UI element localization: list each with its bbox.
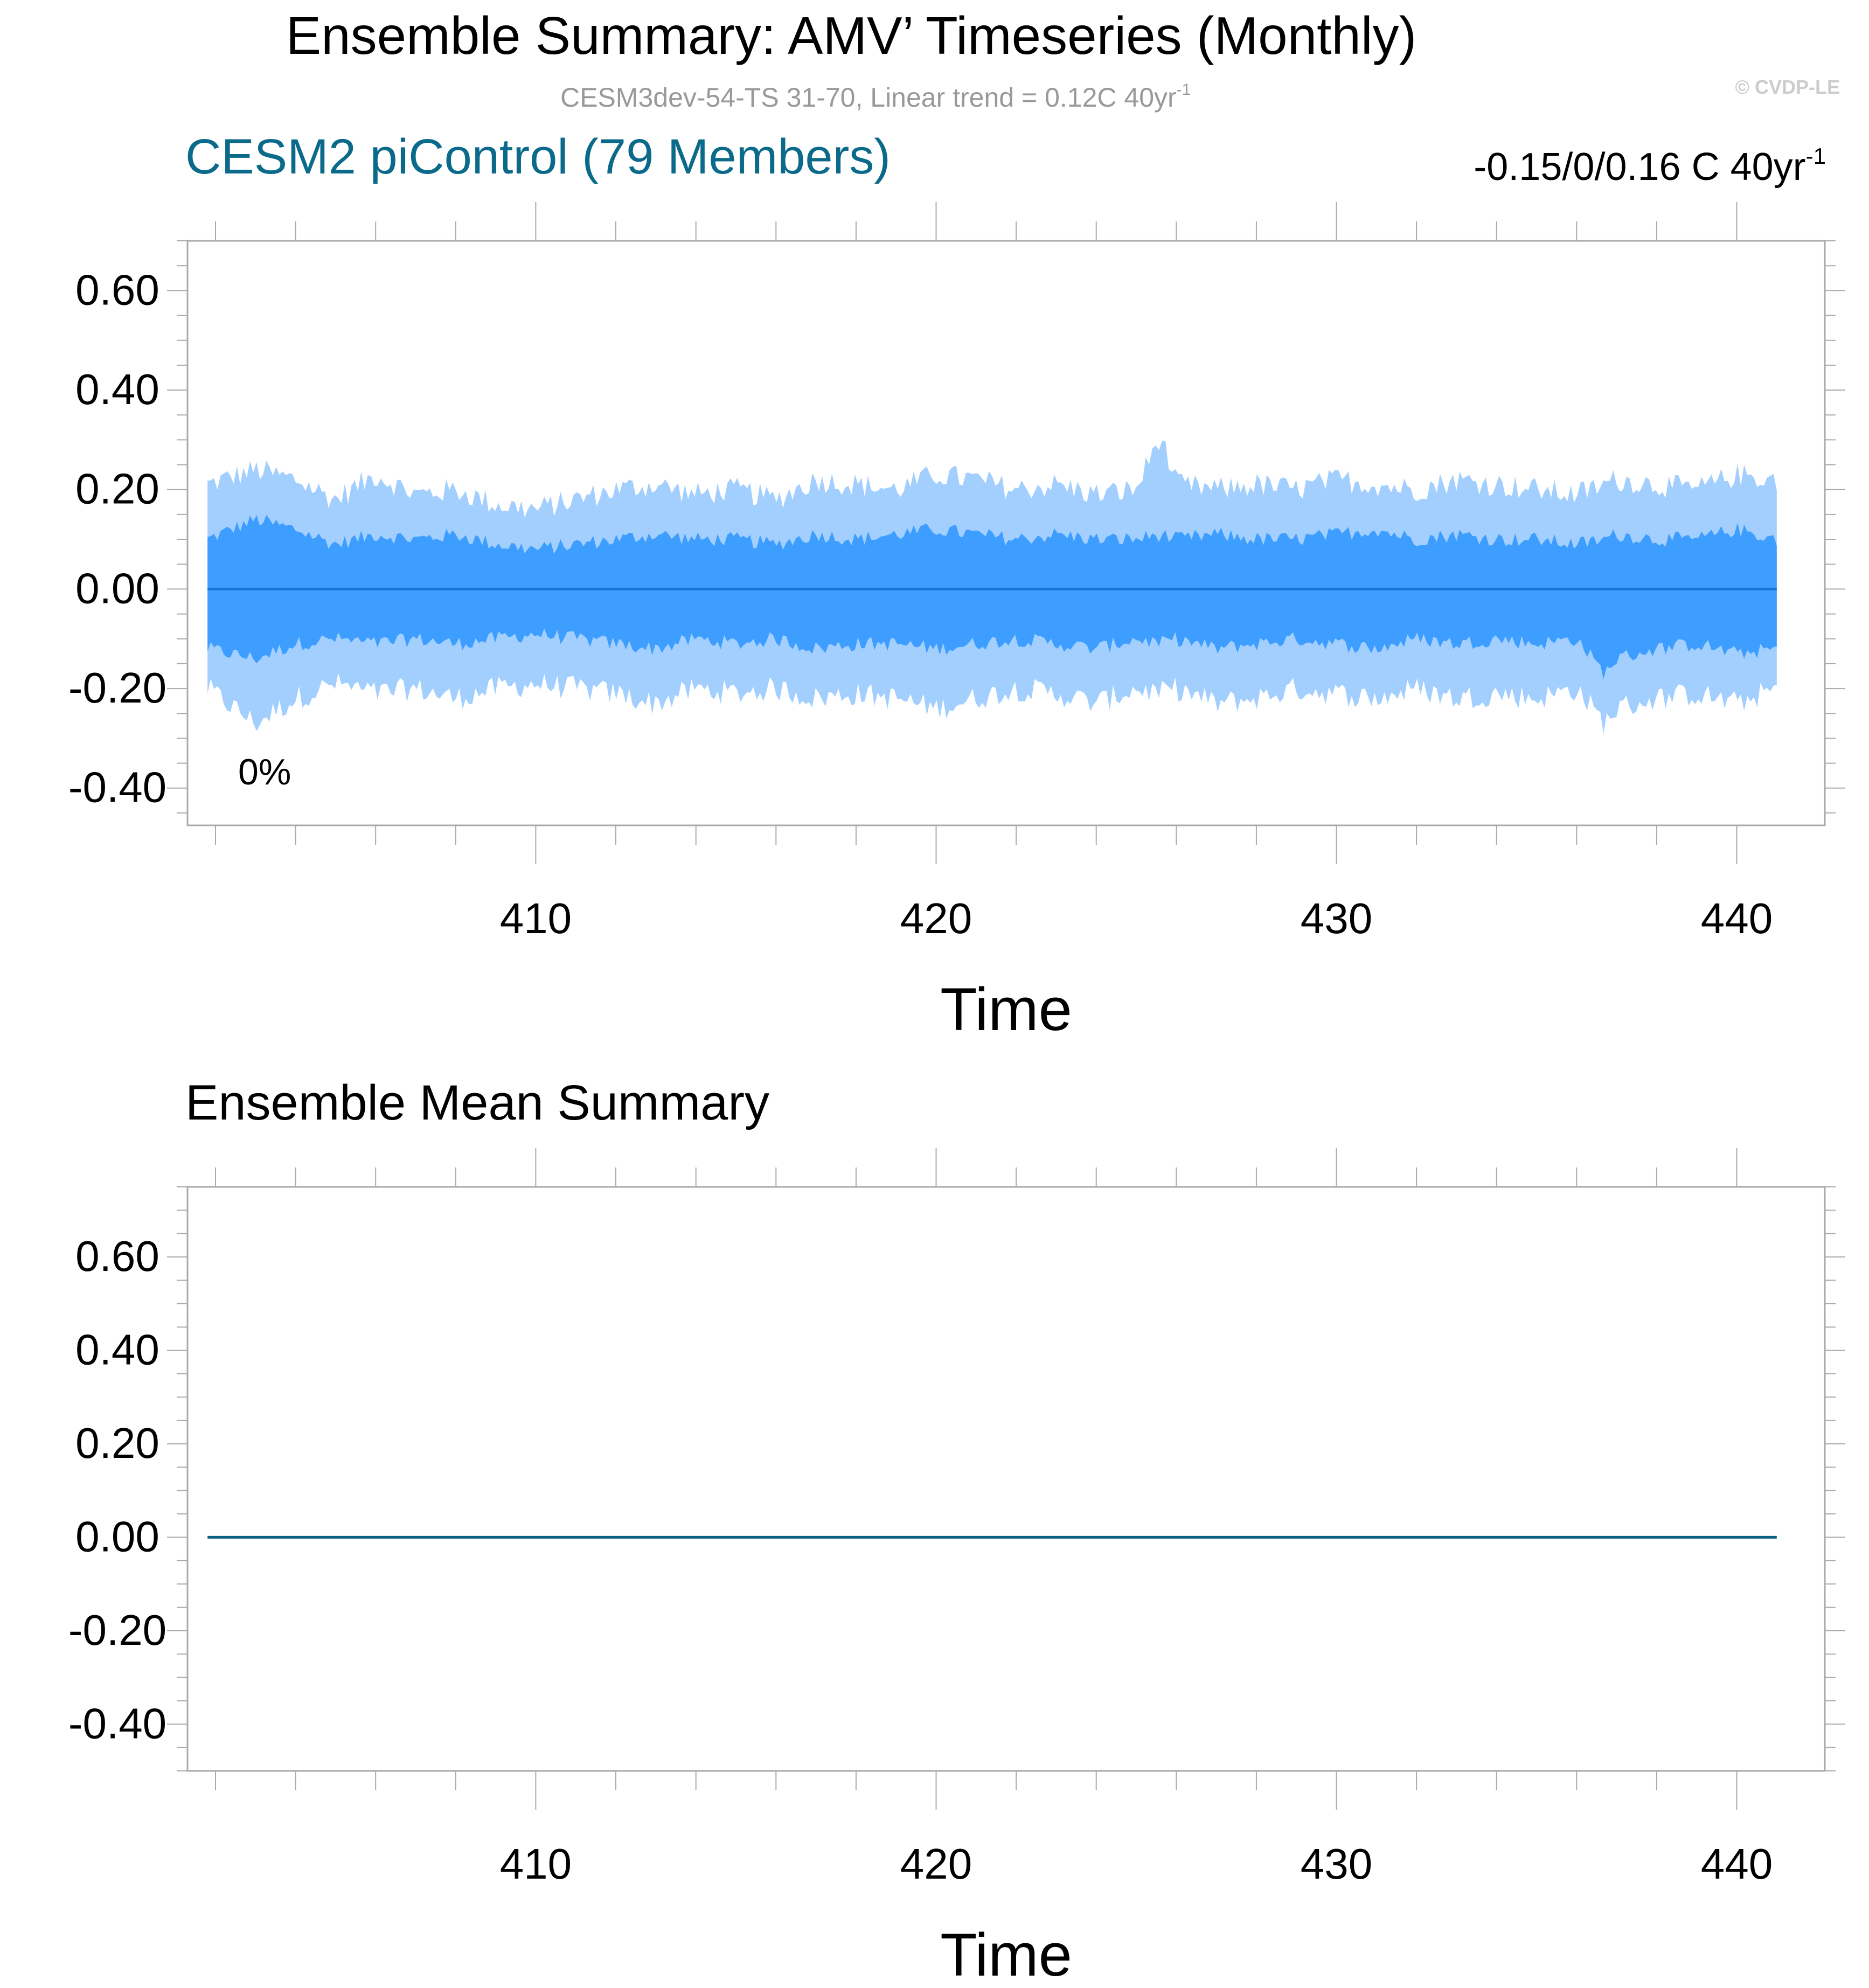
chart-0-trend-text: -0.15/0/0.16 C 40yr [1474,145,1805,189]
figure-subtitle-text: CESM3dev-54-TS 31-70, Linear trend = 0.1… [560,82,1177,113]
figure-header: Ensemble Summary: AMV’ Timeseries (Month… [286,6,1840,113]
chart-1-frame [186,1186,1826,1772]
chart-0-y-tick-label: 0.60 [75,266,159,314]
chart-0-y-tick-label: 0.00 [75,564,159,612]
chart-0-trend-sup: -1 [1806,143,1826,169]
chart-0-x-axis-title: Time [940,976,1072,1043]
chart-1-y-tick-label: -0.20 [68,1606,166,1654]
chart-1-y-tick-label: -0.40 [68,1699,166,1747]
chart-1-x-tick-label: 430 [1301,1840,1372,1888]
chart-0-x-tick-label: 430 [1301,894,1372,942]
chart-1-x-ticks [215,1148,1738,1810]
chart-1-x-tick-label: 420 [900,1840,972,1888]
chart-0-y-ticks [167,240,1845,814]
chart-0-frame [186,240,1826,826]
chart-0-y-tick-label: 0.20 [75,465,159,513]
chart-1-y-tick-label: 0.00 [75,1512,159,1560]
chart-0-x-ticks [215,202,1738,864]
watermark: © CVDP-LE [1735,76,1840,98]
chart-0-plot-area [207,441,1777,734]
chart-0-y-tick-label: -0.40 [68,763,166,811]
chart-1-x-tick-label: 440 [1701,1840,1773,1888]
chart-1-x-axis-title: Time [940,1921,1072,1988]
chart-0-x-tick-label: 410 [500,894,572,942]
chart-0-x-tick-label: 420 [900,894,972,942]
figure-subtitle-sup: -1 [1177,81,1191,99]
chart-0-title: CESM2 piControl (79 Members) [185,129,891,184]
ensemble-summary-panel: CESM2 piControl (79 Members) -0.15/0/0.16… [68,129,1845,1043]
chart-0-x-tick-label: 440 [1701,894,1773,942]
chart-1-y-ticks [167,1186,1845,1771]
chart-0-annotation: 0% [238,752,291,793]
chart-1-y-tick-label: 0.60 [75,1232,159,1280]
chart-0-trend-label: -0.15/0/0.16 C 40yr-1 [1474,143,1826,189]
figure-title: Ensemble Summary: AMV’ Timeseries (Month… [286,6,1416,65]
chart-1-title: Ensemble Mean Summary [185,1075,769,1130]
ensemble-mean-panel: Ensemble Mean Summary 0.60 0.40 0.20 0.00 -0.… [68,1075,1845,1988]
figure-subtitle: CESM3dev-54-TS 31-70, Linear trend = 0.1… [560,81,1191,113]
chart-1-x-tick-label: 410 [500,1840,572,1888]
chart-0-y-tick-label: 0.40 [75,365,159,413]
chart-0-y-tick-label: -0.20 [68,664,166,712]
chart-1-y-tick-label: 0.40 [75,1326,159,1374]
chart-1-y-tick-label: 0.20 [75,1419,159,1467]
chart-0-inner-range-band [207,515,1777,680]
